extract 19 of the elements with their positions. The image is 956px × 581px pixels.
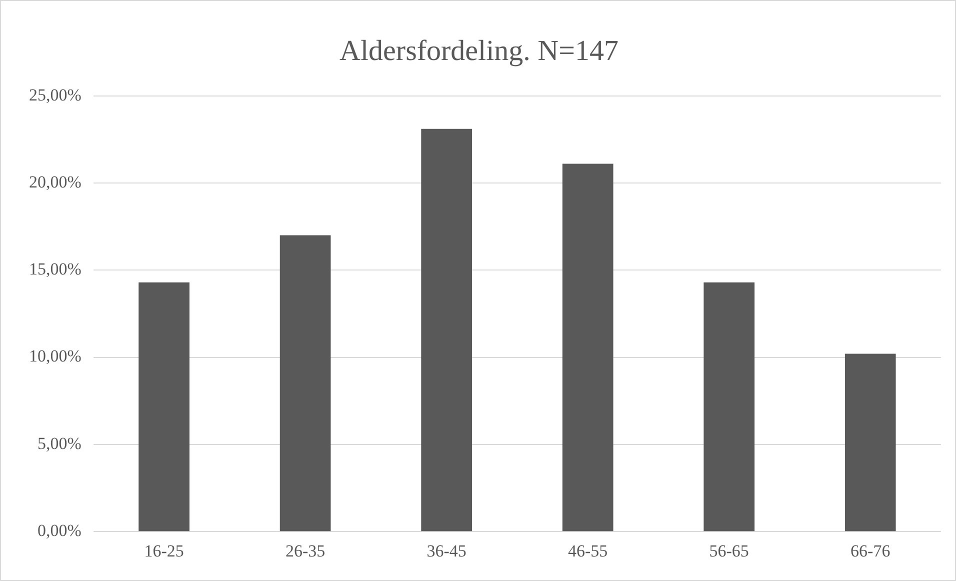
bar <box>704 282 755 532</box>
bar <box>138 282 190 532</box>
y-tick-label: 25,00% <box>28 85 82 104</box>
y-tick-label: 10,00% <box>28 346 82 366</box>
x-tick-label: 26-35 <box>285 541 326 560</box>
bar <box>562 164 614 532</box>
bar <box>280 235 331 532</box>
x-tick-label: 46-55 <box>568 541 608 560</box>
x-tick-label: 16-25 <box>144 541 184 560</box>
chart-title: Aldersfordeling. N=147 <box>340 35 618 68</box>
y-tick-label: 15,00% <box>28 260 82 279</box>
x-tick-label: 56-65 <box>709 541 749 560</box>
bar <box>421 128 472 532</box>
y-tick-label: 20,00% <box>28 172 82 192</box>
x-tick-label: 36-45 <box>426 541 466 560</box>
y-tick-label: 5,00% <box>37 434 82 453</box>
y-tick-label: 0,00% <box>37 521 82 540</box>
x-tick-label: 66-76 <box>850 541 890 560</box>
bar <box>844 354 896 532</box>
